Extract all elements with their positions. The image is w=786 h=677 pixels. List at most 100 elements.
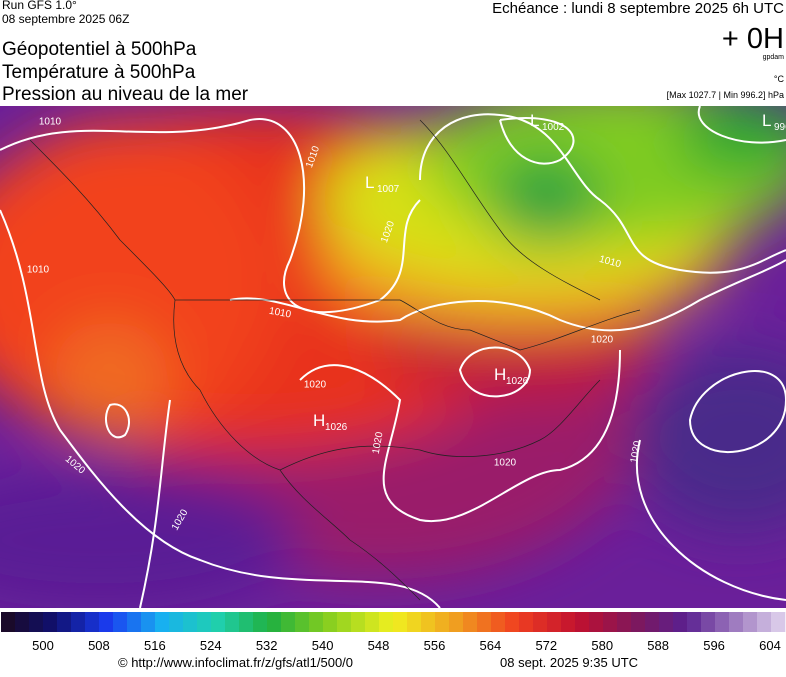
colorbar-swatch [183, 612, 198, 632]
colorbar-swatch [491, 612, 506, 632]
isobar-label: 1010 [39, 117, 62, 128]
colorbar-label: 508 [88, 638, 110, 653]
colorbar-label: 524 [200, 638, 222, 653]
colorbar-swatch [239, 612, 254, 632]
center-value: 1026 [325, 422, 348, 433]
colorbar-swatch [197, 612, 212, 632]
offset: + 0H [722, 23, 784, 55]
colorbar-swatch [169, 612, 184, 632]
title: Pression au niveau de la mer [2, 84, 249, 105]
timestamp: 08 sept. 2025 9:35 UTC [500, 655, 638, 670]
colorbar-swatch [673, 612, 688, 632]
isobar-label: 1010 [268, 306, 292, 321]
isobar-label: 1020 [629, 440, 644, 464]
colorbar-swatch [757, 612, 772, 632]
colorbar-swatch [309, 612, 324, 632]
isobar-label: 1010 [27, 265, 50, 276]
colorbar-swatch [659, 612, 674, 632]
colorbar-swatch [617, 612, 632, 632]
colorbar-swatch [505, 612, 520, 632]
colorbar-swatch [43, 612, 58, 632]
colorbar-swatch [225, 612, 240, 632]
colorbar-swatch [113, 612, 128, 632]
colorbar-swatch [281, 612, 296, 632]
map-labels: 1010101010201010101010101020102010201020… [27, 111, 786, 532]
isobar-label: 1020 [371, 431, 386, 455]
colorbar-swatch [141, 612, 156, 632]
colorbar-swatch [477, 612, 492, 632]
center-value: 1002 [542, 122, 565, 133]
footer: © http://www.infoclimat.fr/z/gfs/atl1/50… [118, 655, 638, 670]
colorbar-label: 572 [535, 638, 557, 653]
colorbar-label: 556 [424, 638, 446, 653]
colorbar-label: 540 [312, 638, 334, 653]
colorbar-swatch [379, 612, 394, 632]
colorbar-swatch [71, 612, 86, 632]
center-letter: L [365, 173, 374, 192]
isobars [0, 106, 786, 608]
colorbar-swatch [421, 612, 436, 632]
colorbar-swatch [85, 612, 100, 632]
colorbar-swatch [771, 612, 786, 632]
colorbar-swatch [687, 612, 702, 632]
colorbar-swatch [589, 612, 604, 632]
colorbar-swatch [1, 612, 16, 632]
colorbar-swatch [323, 612, 338, 632]
colorbar-swatch [295, 612, 310, 632]
colorbar-swatch [211, 612, 226, 632]
borders [29, 119, 641, 601]
colorbar-swatch [533, 612, 548, 632]
colorbar-label: 588 [647, 638, 669, 653]
colorbar: 500 508 516 524 532 540 548 556 564 572 580 588 596 6… [1, 612, 786, 653]
colorbar-swatch [57, 612, 72, 632]
colorbar-label: 548 [368, 638, 390, 653]
colorbar-swatch [701, 612, 716, 632]
isobar-label: 1020 [304, 380, 327, 391]
colorbar-swatch [337, 612, 352, 632]
run-date: 08 septembre 2025 06Z [2, 12, 129, 26]
center-letter: L [530, 111, 539, 130]
colorbar-swatch [29, 612, 44, 632]
run: Run GFS 1.0° [2, 0, 77, 12]
echeance: Echéance : lundi 8 septembre 2025 6h UTC [492, 0, 784, 17]
colorbar-swatch [435, 612, 450, 632]
colorbar-swatch [253, 612, 268, 632]
colorbar-label: 604 [759, 638, 781, 653]
title: Température à 500hPa [2, 62, 196, 83]
isobar-label: 1020 [591, 335, 614, 346]
center-letter: L [762, 111, 771, 130]
header: Run GFS 1.0° 08 septembre 2025 06Z Géopo… [2, 0, 784, 105]
isobar-label: 1020 [494, 458, 517, 469]
colorbar-swatch [547, 612, 562, 632]
colorbar-swatch [603, 612, 618, 632]
unit-geo: gpdam [763, 54, 785, 61]
colorbar-swatch [393, 612, 408, 632]
colorbar-swatch [631, 612, 646, 632]
center-value: 1007 [377, 184, 400, 195]
colorbar-swatch [715, 612, 730, 632]
colorbar-swatch [519, 612, 534, 632]
center-letter: H [313, 411, 325, 430]
colorbar-label: 564 [480, 638, 502, 653]
colorbar-label: 500 [32, 638, 54, 653]
colorbar-swatch [407, 612, 422, 632]
source: © http://www.infoclimat.fr/z/gfs/atl1/50… [118, 655, 353, 670]
colorbar-swatch [155, 612, 170, 632]
colorbar-label: 532 [256, 638, 278, 653]
colorbar-swatch [267, 612, 282, 632]
colorbar-swatch [645, 612, 660, 632]
colorbar-swatch [365, 612, 380, 632]
colorbar-swatch [561, 612, 576, 632]
map: 1010101010201010101010101020102010201020… [0, 106, 786, 608]
colorbar-swatch [575, 612, 590, 632]
colorbar-swatch [351, 612, 366, 632]
colorbar-label: 516 [144, 638, 166, 653]
center-value: 1026 [506, 376, 529, 387]
colorbar-swatch [99, 612, 114, 632]
colorbar-swatch [743, 612, 758, 632]
colorbar-label: 580 [591, 638, 613, 653]
colorbar-swatch [127, 612, 142, 632]
center-value: 996 [774, 122, 786, 133]
colorbar-label: 596 [703, 638, 725, 653]
